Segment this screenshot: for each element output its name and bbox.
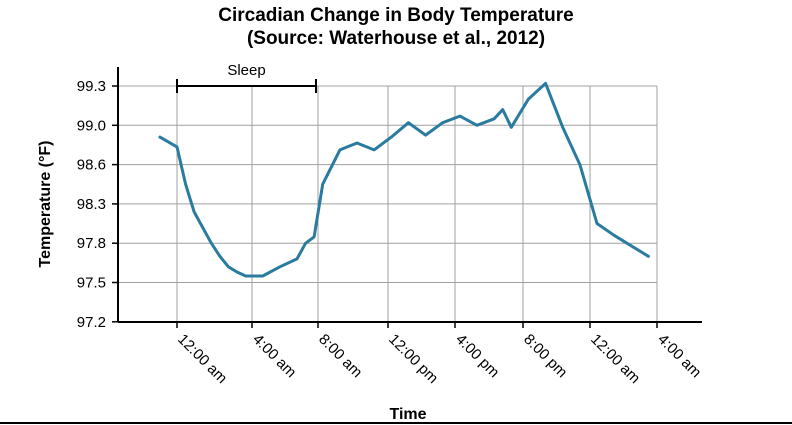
- x-tick-label: 4:00 am: [249, 331, 299, 381]
- y-tick-label: 97.2: [77, 314, 106, 331]
- x-axis-title: Time: [389, 406, 426, 423]
- y-tick-label: 98.6: [77, 157, 106, 174]
- x-tick-label: 12:00 am: [587, 331, 643, 387]
- y-tick-label: 99.0: [77, 117, 106, 134]
- temperature-line: [158, 81, 650, 278]
- y-tick-label: 97.5: [77, 275, 106, 292]
- x-tick-label: 4:00 am: [654, 331, 704, 381]
- y-tick-label: 99.3: [77, 78, 106, 95]
- x-tick-label: 12:00 pm: [385, 331, 441, 387]
- x-tick-label: 4:00 pm: [452, 331, 502, 381]
- x-tick-label: 8:00 am: [315, 331, 365, 381]
- x-tick-label: 8:00 pm: [520, 331, 570, 381]
- bottom-divider: [0, 422, 792, 424]
- y-tick-label: 97.8: [77, 235, 106, 252]
- y-tick-label: 98.3: [77, 196, 106, 213]
- x-tick-label: 12:00 am: [174, 331, 230, 387]
- sleep-label: Sleep: [227, 62, 265, 79]
- y-axis-title: Temperature (°F): [37, 140, 54, 267]
- chart-title: Circadian Change in Body Temperature: [218, 5, 574, 26]
- chart-subtitle: (Source: Waterhouse et al., 2012): [246, 28, 546, 49]
